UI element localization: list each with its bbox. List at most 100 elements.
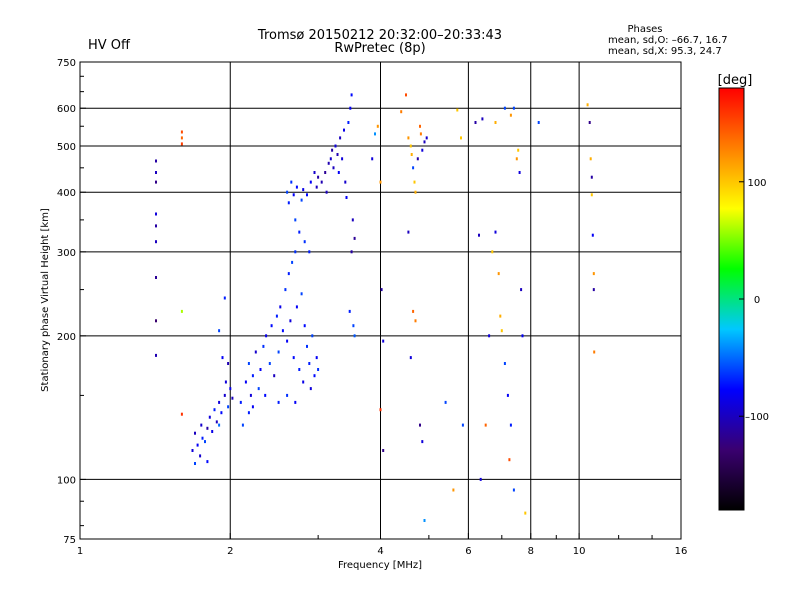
data-point [324, 171, 327, 174]
data-point [279, 305, 282, 309]
data-point [352, 324, 355, 328]
data-point [413, 180, 416, 184]
x-tick-label: 16 [675, 546, 688, 557]
data-point [218, 423, 221, 427]
data-point [204, 440, 206, 444]
data-point [194, 431, 196, 435]
data-point [300, 292, 303, 296]
data-point [200, 423, 203, 427]
data-point [494, 230, 497, 234]
data-point [419, 132, 422, 136]
data-point [421, 148, 424, 152]
data-point [265, 334, 268, 338]
hv-status: HV Off [88, 38, 131, 53]
data-point [224, 380, 227, 384]
data-point [292, 193, 295, 197]
data-point [287, 201, 290, 205]
data-point [518, 171, 521, 174]
data-points [155, 93, 596, 522]
chart-title-line1: Tromsø 20150212 20:32:00–20:33:43 [257, 28, 502, 43]
data-point [259, 368, 262, 371]
data-point [313, 374, 316, 378]
data-point [524, 511, 527, 515]
data-point [591, 233, 594, 237]
data-point [231, 396, 234, 400]
data-point [334, 144, 337, 148]
data-point [512, 488, 515, 492]
data-point [461, 423, 464, 427]
data-point [509, 423, 512, 427]
data-point [313, 171, 316, 174]
data-point [239, 400, 242, 404]
data-point [331, 148, 334, 152]
data-point [344, 180, 347, 184]
data-point [291, 260, 294, 264]
x-tick-label: 4 [377, 546, 383, 557]
data-point [341, 157, 344, 161]
colorbar-tick-label: 100 [747, 178, 766, 189]
data-point [423, 140, 426, 144]
data-point [290, 180, 293, 184]
data-point [478, 233, 480, 237]
data-point [409, 144, 412, 148]
y-tick-label: 600 [57, 104, 76, 115]
data-point [206, 426, 209, 430]
data-point [262, 344, 265, 348]
data-point [588, 121, 591, 124]
data-point [275, 314, 278, 318]
data-point [353, 334, 356, 338]
data-point [503, 106, 506, 110]
x-tick-label: 2 [227, 546, 233, 557]
data-point [300, 198, 303, 202]
data-point [223, 393, 226, 397]
data-point [155, 159, 157, 163]
data-point [302, 380, 305, 384]
data-point [379, 180, 382, 184]
stats-line-o: mean, sd,O: –66.7, 16.7 [608, 35, 728, 46]
data-point [353, 236, 356, 240]
data-point [309, 387, 312, 391]
data-point [410, 153, 413, 156]
data-point [180, 136, 183, 140]
data-point [155, 224, 157, 228]
y-tick-label: 300 [57, 248, 76, 259]
colorbar-tick-label: 0 [754, 295, 760, 306]
x-axis-label: Frequency [MHz] [338, 560, 422, 571]
data-point [414, 319, 417, 323]
x-tick-label: 6 [465, 546, 471, 557]
data-point [155, 276, 157, 279]
data-point [180, 130, 183, 134]
data-point [592, 288, 595, 292]
data-point [593, 350, 596, 354]
data-point [460, 136, 462, 140]
data-point [247, 362, 250, 365]
data-point [332, 166, 335, 170]
data-point [264, 393, 267, 397]
data-point [592, 272, 595, 276]
data-point [155, 212, 157, 216]
data-point [345, 196, 348, 199]
y-tick-label: 400 [57, 188, 76, 199]
chart-title-line2: RwPretec (8p) [334, 41, 425, 56]
data-point [515, 157, 518, 161]
data-point [155, 240, 157, 244]
data-point [412, 166, 415, 170]
stats-line-x: mean, sd,X: 95.3, 24.7 [608, 46, 722, 57]
data-point [295, 305, 298, 309]
data-point [254, 350, 257, 354]
data-point [347, 121, 350, 124]
data-point [407, 230, 410, 234]
data-point [329, 157, 332, 161]
data-point [500, 329, 503, 333]
data-point [180, 412, 183, 416]
data-point [343, 128, 345, 132]
data-point [586, 103, 589, 107]
data-point [211, 430, 214, 433]
data-point [191, 449, 194, 452]
data-point [350, 93, 353, 97]
data-point [155, 180, 157, 184]
data-point [303, 324, 306, 328]
colorbar-ticks: 100 0 –100 [739, 178, 769, 423]
data-point [311, 334, 314, 338]
data-point [308, 362, 311, 365]
